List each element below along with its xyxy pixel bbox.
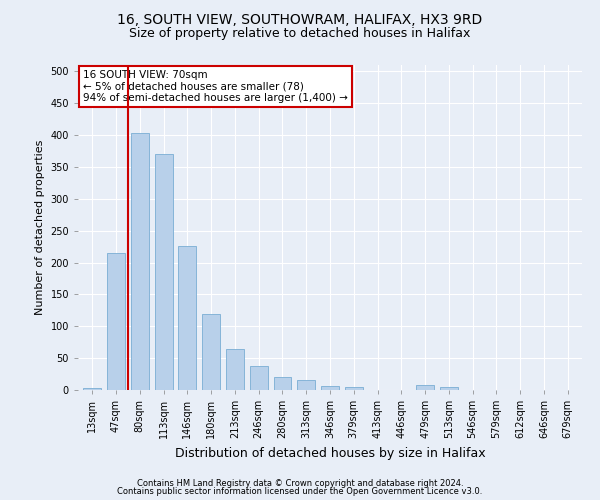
Bar <box>440 387 458 390</box>
Bar <box>345 387 362 390</box>
Y-axis label: Number of detached properties: Number of detached properties <box>35 140 45 315</box>
Bar <box>155 154 173 390</box>
Bar <box>107 253 125 390</box>
Bar <box>321 386 339 390</box>
Bar <box>298 380 315 390</box>
Bar <box>131 133 149 390</box>
Bar <box>274 378 292 390</box>
Text: 16, SOUTH VIEW, SOUTHOWRAM, HALIFAX, HX3 9RD: 16, SOUTH VIEW, SOUTHOWRAM, HALIFAX, HX3… <box>118 12 482 26</box>
Bar <box>250 366 268 390</box>
Text: 16 SOUTH VIEW: 70sqm
← 5% of detached houses are smaller (78)
94% of semi-detach: 16 SOUTH VIEW: 70sqm ← 5% of detached ho… <box>83 70 348 103</box>
Bar <box>178 246 196 390</box>
Text: Contains HM Land Registry data © Crown copyright and database right 2024.: Contains HM Land Registry data © Crown c… <box>137 478 463 488</box>
Text: Contains public sector information licensed under the Open Government Licence v3: Contains public sector information licen… <box>118 487 482 496</box>
Bar <box>202 314 220 390</box>
X-axis label: Distribution of detached houses by size in Halifax: Distribution of detached houses by size … <box>175 446 485 460</box>
Bar <box>83 388 101 390</box>
Bar <box>226 348 244 390</box>
Text: Size of property relative to detached houses in Halifax: Size of property relative to detached ho… <box>130 28 470 40</box>
Bar <box>416 385 434 390</box>
